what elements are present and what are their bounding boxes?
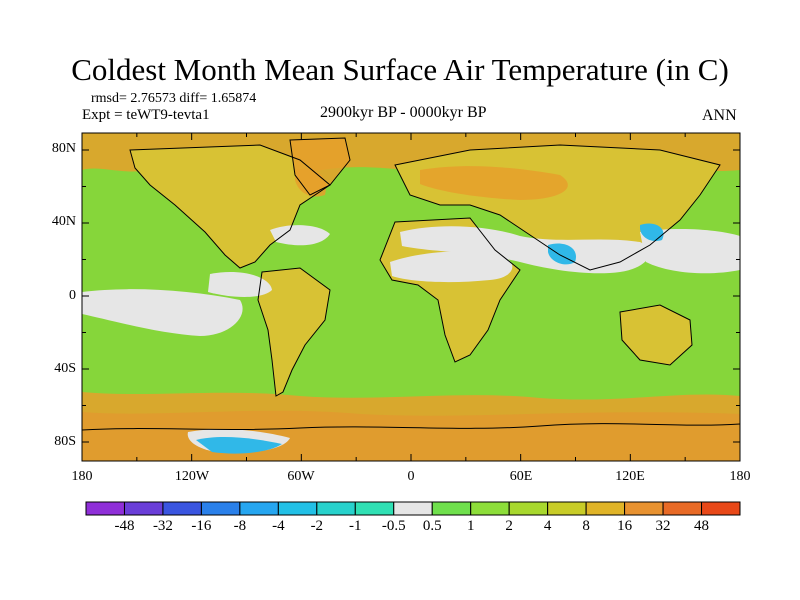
pacific-neutral-patch	[208, 271, 272, 297]
rmsd-diff-stats: rmsd= 2.76573 diff= 1.65874	[91, 91, 257, 106]
colorbar-swatch	[470, 501, 510, 516]
colorbar-label: -8	[233, 518, 247, 534]
colorbar-swatch	[508, 501, 549, 516]
subantarctic-orange-patch	[82, 410, 740, 461]
colorbar-swatch	[585, 501, 626, 516]
colorbar-label: -16	[191, 518, 212, 534]
colorbar-label: 8	[582, 518, 590, 534]
north-africa-neutral-patch	[390, 251, 513, 283]
colorbar-label: 2	[505, 518, 513, 534]
colorbar-label: 4	[543, 518, 552, 534]
colorbar-swatch	[393, 501, 433, 516]
lon-label-120w: 120W	[174, 469, 210, 484]
colorbar-swatch	[85, 501, 125, 516]
lat-label-40n: 40N	[51, 214, 76, 229]
colorbar-label: 48	[694, 518, 710, 534]
colorbar-swatch	[431, 501, 472, 516]
north-america-coast	[129, 144, 331, 269]
lat-label-80s: 80S	[54, 434, 76, 449]
experiment-label: Expt = teWT9-tevta1	[82, 107, 210, 123]
asia-neutral-patch	[400, 226, 650, 274]
colorbar-swatch	[239, 501, 279, 516]
siberia-warm-patch	[420, 166, 568, 200]
plot-title: Coldest Month Mean Surface Air Temperatu…	[71, 52, 729, 87]
lat-label-80n: 80N	[51, 141, 76, 156]
colorbar-swatch	[547, 501, 587, 516]
south-america-land	[258, 268, 330, 396]
colorbar-label: 32	[655, 518, 671, 534]
colorbar-label: 1	[466, 518, 475, 534]
colorbar-label: -2	[310, 518, 324, 534]
colorbar-label: -32	[152, 518, 173, 534]
atlantic-neutral-patch	[270, 225, 330, 246]
colorbar-swatch	[662, 501, 703, 516]
colorbar-label: -0.5	[381, 518, 406, 534]
colorbar-swatch	[624, 501, 664, 516]
east-asia-cold-patch	[640, 223, 664, 242]
australia-coast	[619, 304, 693, 366]
antarctic-cold-patch	[196, 437, 282, 454]
greenland-coast	[289, 137, 351, 196]
lon-label-120e: 120E	[615, 469, 645, 484]
colorbar-label: 16	[617, 518, 633, 534]
colorbar-swatch	[162, 501, 202, 516]
lon-label-0: 0	[407, 469, 415, 484]
colorbar-swatch	[200, 501, 241, 516]
coastlines	[82, 137, 740, 431]
colorbar-label: -1	[349, 518, 362, 534]
lon-label-60e: 60E	[509, 469, 533, 484]
colorbar-swatch	[277, 501, 318, 516]
colorbar-swatch	[316, 501, 356, 516]
temperature-field	[82, 133, 740, 461]
west-pacific-neutral-patch	[640, 229, 740, 274]
lon-label-180e: 180	[729, 469, 751, 484]
australia-land	[620, 305, 692, 365]
colorbar-label: -48	[114, 518, 135, 534]
equatorial-pacific-neutral-patch	[82, 289, 243, 336]
colorbar-swatch	[701, 501, 741, 516]
eurasia-coast	[394, 144, 721, 271]
south-america-coast	[257, 267, 331, 397]
lat-label-eq: 0	[69, 288, 76, 303]
colorbar-swatch	[354, 501, 395, 516]
colorbar	[85, 501, 741, 516]
antarctica-coast	[82, 423, 740, 431]
lon-label-180w: 180	[71, 469, 93, 484]
lat-label-40s: 40S	[54, 361, 76, 376]
season-label: ANN	[702, 107, 737, 124]
africa-coast	[379, 217, 521, 363]
colorbar-label: -4	[272, 518, 285, 534]
lon-label-60w: 60W	[287, 469, 315, 484]
period-label: 2900kyr BP - 0000kyr BP	[320, 104, 487, 121]
axis-ticks	[81, 133, 741, 461]
colorbar-swatch	[123, 501, 164, 516]
colorbar-label: 0.5	[422, 518, 442, 534]
